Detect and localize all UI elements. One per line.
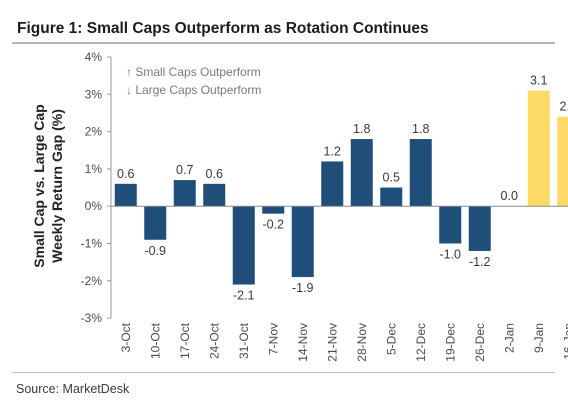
bar — [144, 206, 167, 240]
bar — [527, 90, 550, 207]
y-tick-label: 1% — [85, 162, 103, 176]
y-tick-label: 4% — [85, 50, 103, 64]
data-label: -0.9 — [144, 244, 166, 258]
y-axis-title-line: Small Cap vs. Large Cap — [31, 104, 47, 267]
x-tick-label: 14-Nov — [296, 323, 310, 362]
bar — [262, 206, 285, 214]
data-label: -0.2 — [262, 218, 284, 232]
bar — [409, 139, 432, 207]
x-tick-label: 16-Jan — [561, 323, 568, 360]
x-tick-label: 17-Oct — [178, 322, 192, 359]
x-tick-label: 24-Oct — [207, 322, 221, 359]
source-note: Source: MarketDesk — [16, 382, 130, 396]
y-tick-label: -1% — [81, 237, 103, 251]
bars — [114, 90, 568, 285]
x-tick-label: 3-Oct — [119, 322, 133, 352]
legend-outperform: ↑ Small Caps Outperform — [126, 65, 261, 79]
x-tick-label: 31-Oct — [237, 322, 251, 359]
y-tick-label: 3% — [85, 87, 103, 101]
bar — [439, 206, 462, 244]
x-tick-label: 26-Dec — [473, 323, 487, 362]
title-divider — [12, 42, 555, 44]
x-tick-label: 2-Jan — [502, 323, 516, 353]
y-axis-title-line: Weekly Return Gap (%) — [49, 109, 65, 263]
y-axis-ticks: 4% 3% 2% 1% 0% -1% -2% -3% — [81, 50, 111, 325]
x-tick-label: 10-Oct — [148, 322, 162, 359]
bar — [232, 206, 255, 285]
data-label: 0.5 — [383, 171, 400, 185]
legend-underperform: ↓ Large Caps Outperform — [126, 83, 261, 97]
footer-divider — [12, 372, 555, 373]
data-labels: 0.6 -0.9 0.7 0.6 -2.1 -0.2 -1.9 1.2 1.8 0.5 1.8 -1.… — [117, 74, 568, 303]
data-label: 0.6 — [206, 167, 223, 181]
x-tick-label: 9-Jan — [532, 323, 546, 353]
x-tick-label: 28-Nov — [355, 323, 369, 362]
data-label: 1.2 — [324, 144, 341, 158]
bar — [321, 161, 344, 207]
data-label: 3.1 — [530, 74, 547, 88]
bar — [557, 116, 568, 207]
bar — [291, 206, 314, 278]
data-label: -1.0 — [439, 248, 461, 262]
y-tick-label: -3% — [81, 311, 103, 325]
x-tick-label: 19-Dec — [443, 323, 457, 362]
y-tick-label: -2% — [81, 274, 103, 288]
data-label: 2.4 — [560, 100, 568, 114]
bar — [173, 180, 196, 207]
y-tick-label: 2% — [85, 125, 103, 139]
data-label: 1.8 — [412, 122, 429, 136]
bar — [114, 183, 137, 207]
y-tick-label: 0% — [85, 199, 103, 213]
x-tick-label: 12-Dec — [414, 323, 428, 362]
data-label: 0.7 — [176, 163, 193, 177]
bar — [350, 139, 373, 207]
data-label: 1.8 — [353, 122, 370, 136]
figure-title: Figure 1: Small Caps Outperform as Rotat… — [17, 20, 429, 37]
x-tick-label: 7-Nov — [266, 323, 280, 355]
data-label: -1.9 — [292, 281, 314, 295]
data-label: -1.2 — [469, 255, 491, 269]
bar — [468, 206, 491, 251]
annotation-legend: ↑ Small Caps Outperform ↓ Large Caps Outp… — [126, 65, 261, 97]
y-axis-title: Small Cap vs. Large Cap Weekly Return Gap… — [31, 104, 65, 267]
bar — [203, 183, 226, 207]
x-tick-label: 5-Dec — [384, 323, 398, 355]
x-axis-ticks: 3-Oct 10-Oct 17-Oct 24-Oct 31-Oct 7-Nov 14-Nov… — [119, 322, 568, 361]
data-label: -2.1 — [233, 289, 255, 303]
x-tick-label: 21-Nov — [325, 323, 339, 362]
bar-chart: Small Cap vs. Large Cap Weekly Return Gap… — [31, 50, 568, 362]
data-label: 0.6 — [117, 167, 134, 181]
data-label: 0.0 — [501, 189, 518, 203]
bar — [380, 187, 403, 207]
